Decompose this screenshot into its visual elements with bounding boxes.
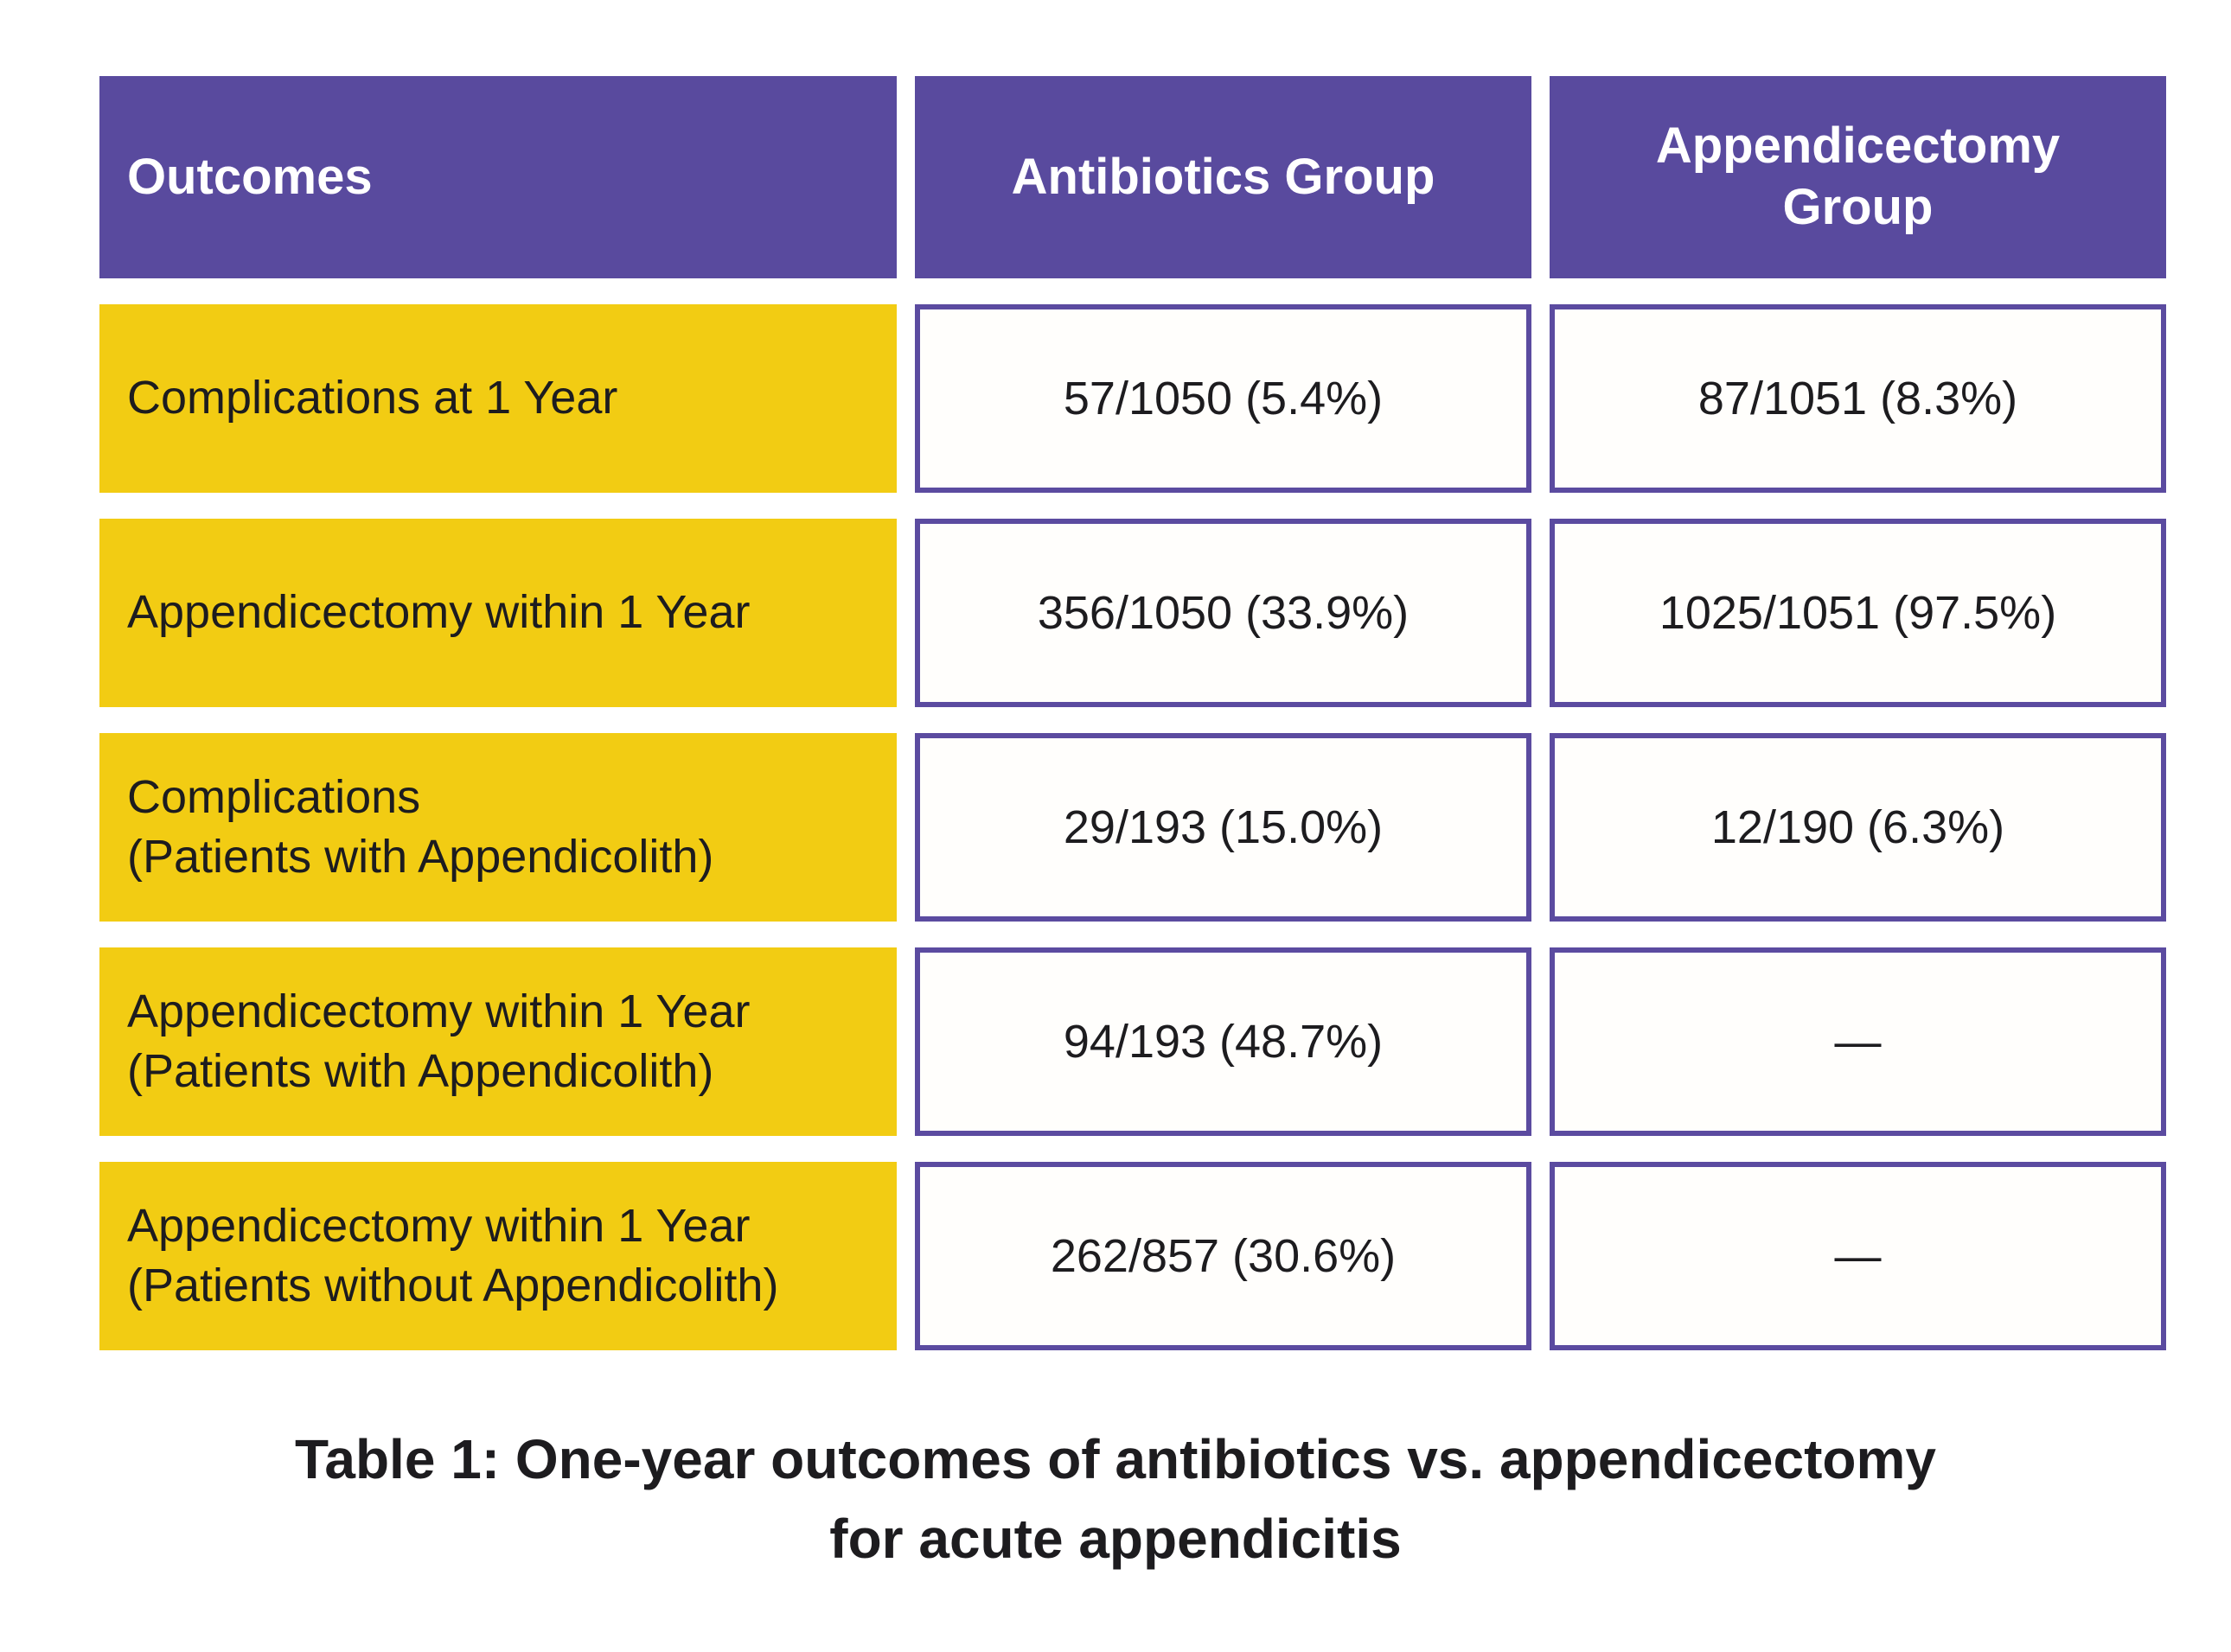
header-cell-outcomes: Outcomes: [99, 76, 897, 278]
cell-appendicectomy-without-appendicolith-appendicectomy: —: [1550, 1162, 2166, 1350]
cell-appendicectomy-with-appendicolith-appendicectomy: —: [1550, 947, 2166, 1136]
cell-complications-appendicolith-appendicectomy: 12/190 (6.3%): [1550, 733, 2166, 922]
row-label-appendicectomy-1yr: Appendicectomy within 1 Year: [99, 519, 897, 707]
row-label-complications-with-appendicolith: Complications (Patients with Appendicoli…: [99, 733, 897, 922]
outcomes-table: Outcomes Antibiotics Group Appendicectom…: [99, 76, 2166, 1350]
cell-complications-1yr-appendicectomy: 87/1051 (8.3%): [1550, 304, 2166, 493]
table-caption: Table 1: One-year outcomes of antibiotic…: [295, 1428, 1936, 1570]
header-cell-antibiotics-group: Antibiotics Group: [915, 76, 1531, 278]
cell-appendicectomy-without-appendicolith-antibiotics: 262/857 (30.6%): [915, 1162, 1531, 1350]
header-cell-appendicectomy-group: Appendicectomy Group: [1550, 76, 2166, 278]
row-label-appendicectomy-with-appendicolith: Appendicectomy within 1 Year (Patients w…: [99, 947, 897, 1136]
cell-appendicectomy-1yr-antibiotics: 356/1050 (33.9%): [915, 519, 1531, 707]
cell-appendicectomy-with-appendicolith-antibiotics: 94/193 (48.7%): [915, 947, 1531, 1136]
cell-complications-1yr-antibiotics: 57/1050 (5.4%): [915, 304, 1531, 493]
row-label-appendicectomy-without-appendicolith: Appendicectomy within 1 Year (Patients w…: [99, 1162, 897, 1350]
row-label-complications-1yr: Complications at 1 Year: [99, 304, 897, 493]
cell-appendicectomy-1yr-appendicectomy: 1025/1051 (97.5%): [1550, 519, 2166, 707]
cell-complications-appendicolith-antibiotics: 29/193 (15.0%): [915, 733, 1531, 922]
